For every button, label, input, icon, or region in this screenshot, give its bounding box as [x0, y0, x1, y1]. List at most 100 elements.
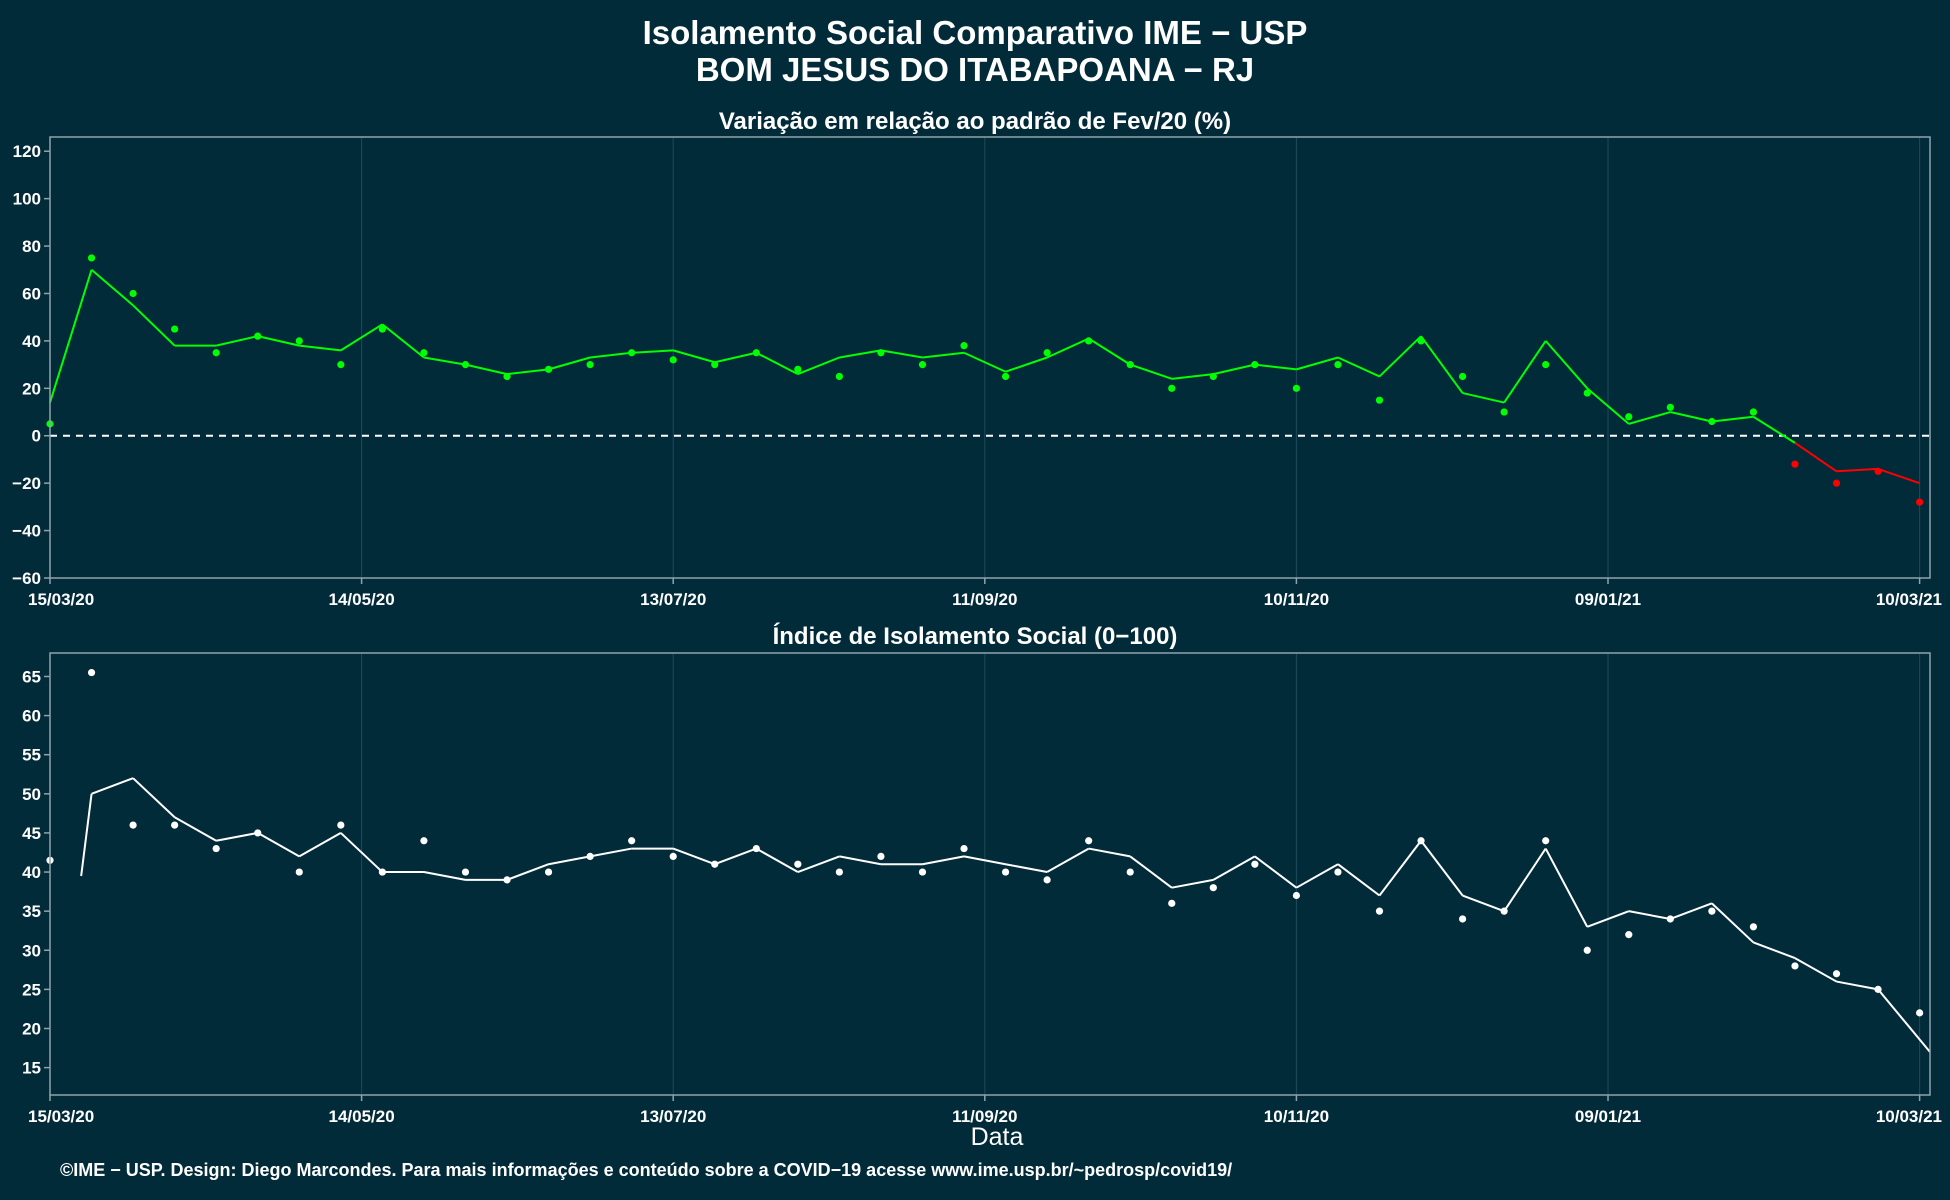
bottom-moving-average-segment	[506, 863, 549, 881]
bottom-y-tick-label: 45	[22, 824, 41, 843]
top-data-point	[1500, 408, 1508, 416]
bottom-data-point	[1791, 962, 1799, 970]
top-x-tick-label: 09/01/21	[1575, 590, 1641, 609]
top-moving-average-segment	[1005, 356, 1048, 373]
bottom-data-point	[1832, 970, 1841, 978]
bottom-moving-average-segment	[589, 847, 632, 858]
bottom-moving-average-segment	[839, 855, 882, 866]
bottom-x-tick-label: 10/03/21	[1876, 1107, 1942, 1126]
bottom-moving-average-segment	[216, 831, 258, 842]
main-title-line1: Isolamento Social Comparativo IME − USP	[643, 14, 1308, 51]
bottom-moving-average-segment	[1877, 988, 1931, 1053]
bottom-data-point	[254, 829, 262, 837]
top-x-tick-label: 10/03/21	[1876, 590, 1942, 609]
bottom-moving-average-segment	[1462, 894, 1505, 913]
bottom-moving-average-segment	[91, 777, 134, 795]
top-data-point	[1625, 413, 1633, 421]
bottom-data-point	[586, 852, 594, 860]
bottom-moving-average-segment	[80, 793, 93, 877]
bottom-y-tick-label: 20	[22, 1020, 41, 1039]
main-title-line2: BOM JESUS DO ITABAPOANA − RJ	[696, 51, 1254, 88]
bottom-x-tick-label: 11/09/20	[952, 1107, 1017, 1126]
bottom-x-tick-label: 10/11/20	[1264, 1107, 1329, 1126]
bottom-moving-average-segment	[423, 871, 466, 881]
bottom-data-point	[1334, 868, 1342, 876]
bottom-moving-average-segment	[1794, 957, 1838, 983]
top-data-point	[171, 325, 179, 333]
bottom-moving-average-segment	[797, 855, 840, 873]
top-data-point	[586, 361, 594, 369]
top-data-point	[337, 361, 345, 369]
top-moving-average-segment	[1046, 337, 1090, 359]
bottom-moving-average-segment	[922, 855, 965, 866]
top-moving-average-segment	[1752, 415, 1796, 444]
bottom-data-point	[1043, 876, 1051, 884]
bottom-data-point	[1126, 868, 1134, 876]
top-y-tick-label: 0	[32, 427, 41, 446]
top-data-point	[129, 289, 137, 298]
top-data-point	[1874, 467, 1882, 475]
bottom-panel: 65 60 55 50 45 40 35 30 25 20 15 15/03/20 14/05/20 13…	[22, 652, 1942, 1126]
bottom-y-tick-label: 65	[22, 667, 41, 686]
bottom-moving-average-segment	[963, 855, 1006, 866]
bottom-moving-average-segment	[174, 816, 217, 842]
top-data-point	[794, 365, 802, 373]
top-moving-average-segment	[215, 335, 258, 347]
top-data-point	[960, 342, 968, 350]
top-moving-average-segment	[1420, 335, 1464, 394]
top-moving-average-segment	[1711, 415, 1754, 423]
top-y-tick-label: −60	[12, 569, 41, 588]
top-data-point	[1043, 349, 1051, 357]
top-data-point	[1916, 498, 1924, 506]
bottom-data-point	[1417, 837, 1425, 845]
bottom-data-point	[420, 837, 428, 845]
top-data-point	[1583, 389, 1591, 397]
top-moving-average-segment	[132, 304, 176, 347]
top-data-point	[1375, 396, 1384, 404]
bottom-moving-average-segment	[1669, 902, 1713, 920]
bottom-data-point	[752, 844, 760, 853]
bottom-x-tick-label: 15/03/20	[28, 1107, 94, 1126]
top-data-point	[1708, 417, 1716, 426]
top-moving-average-segment	[880, 349, 923, 359]
top-data-point	[1417, 337, 1425, 345]
top-data-point	[669, 356, 677, 364]
bottom-moving-average-segment	[1046, 847, 1090, 873]
bottom-moving-average-segment	[1503, 848, 1547, 912]
top-data-point	[1126, 361, 1134, 369]
top-moving-average-segment	[465, 363, 508, 376]
bottom-data-point	[1001, 868, 1010, 876]
bottom-moving-average-segment	[298, 832, 342, 858]
top-y-tick-label: 120	[13, 142, 41, 161]
top-moving-average-segment	[1088, 337, 1131, 366]
top-y-tick-label: 80	[22, 237, 41, 256]
bottom-data-point	[1749, 923, 1758, 931]
bottom-data-point	[1625, 931, 1633, 939]
bottom-y-tick-label: 30	[22, 941, 41, 960]
top-data-point	[711, 361, 719, 369]
top-data-point	[835, 372, 843, 381]
bottom-x-tick-label: 09/01/21	[1575, 1107, 1641, 1126]
bottom-moving-average-segment	[1212, 855, 1256, 881]
bottom-data-point	[1583, 946, 1591, 954]
top-panel-title: Variação em relação ao padrão de Fev/20 …	[719, 108, 1231, 135]
top-moving-average-segment	[257, 335, 300, 347]
bottom-data-point	[1085, 837, 1093, 845]
bottom-moving-average-segment	[1171, 878, 1214, 889]
top-y-tick-label: −40	[12, 522, 41, 541]
bottom-moving-average-segment	[1420, 840, 1464, 897]
top-moving-average-segment	[548, 356, 591, 371]
top-moving-average-segment	[1462, 392, 1505, 404]
top-data-point	[1292, 384, 1301, 392]
top-data-point	[212, 349, 220, 357]
bottom-data-point	[129, 821, 137, 829]
bottom-moving-average-segment	[1836, 980, 1879, 991]
top-data-point	[1334, 361, 1342, 369]
top-data-point	[254, 332, 262, 340]
bottom-data-point	[1168, 899, 1176, 907]
bottom-moving-average-segment	[714, 847, 757, 866]
bottom-moving-average-segment	[257, 832, 300, 858]
bottom-data-point	[212, 844, 220, 853]
